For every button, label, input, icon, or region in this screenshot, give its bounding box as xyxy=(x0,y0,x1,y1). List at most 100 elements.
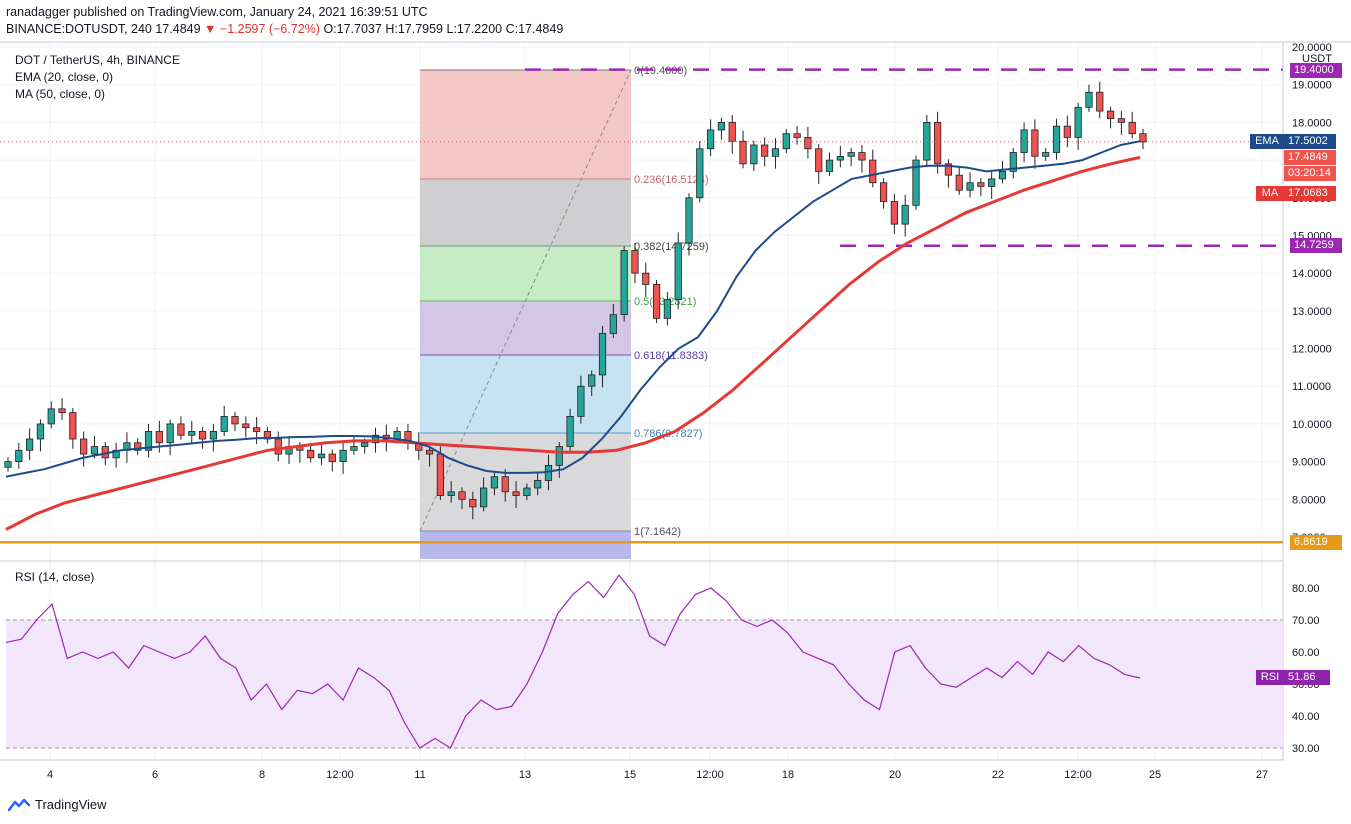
candle-body xyxy=(328,453,336,463)
candle-body xyxy=(1106,110,1115,120)
ma-legend[interactable]: MA (50, close, 0) xyxy=(15,87,106,101)
tradingview-icon xyxy=(8,798,30,811)
candle-body xyxy=(544,464,553,481)
time-tick-label: 18 xyxy=(782,769,794,781)
time-tick-label: 22 xyxy=(992,769,1004,781)
candle-body xyxy=(47,408,55,425)
candle-body xyxy=(685,197,693,244)
candle-body xyxy=(1128,121,1136,135)
candle-body xyxy=(955,174,963,191)
candle-body xyxy=(847,152,855,157)
candle-body xyxy=(339,449,347,463)
candle-body xyxy=(80,438,88,455)
candle-body xyxy=(425,449,434,455)
candle-body xyxy=(1074,106,1082,138)
candle-body xyxy=(696,148,704,199)
candle-body xyxy=(631,250,639,274)
candle-body xyxy=(620,250,628,316)
fib-label-1: 1(7.1642) xyxy=(634,526,681,538)
candle-body xyxy=(934,121,942,165)
candle-body xyxy=(36,423,45,440)
candle-body xyxy=(588,374,596,387)
time-tick-label: 4 xyxy=(47,769,53,781)
countdown-tag: 03:20:14 xyxy=(1284,166,1336,181)
candle-body xyxy=(728,121,736,142)
rsi-tick-label: 30.00 xyxy=(1292,743,1320,755)
candle-body xyxy=(966,182,974,191)
fib-zone-0382-05 xyxy=(420,246,631,301)
price-tick-label: 18.0000 xyxy=(1292,117,1332,129)
candle-body xyxy=(577,385,585,417)
close-value: C:17.4849 xyxy=(505,22,564,36)
candle-body xyxy=(4,461,12,468)
candle-body xyxy=(1096,91,1104,112)
candle-body xyxy=(750,144,758,165)
brand-name: TradingView xyxy=(35,797,107,812)
candle-body xyxy=(480,487,488,508)
time-axis: 4 6 8 12:00 11 13 15 12:00 18 20 22 12:00 25 27 xyxy=(47,769,1268,781)
candle-body xyxy=(901,204,909,225)
candle-body xyxy=(652,284,661,319)
time-tick-label: 12:00 xyxy=(696,769,724,781)
ema-tag-value: 17.5002 xyxy=(1284,134,1336,149)
candle-body xyxy=(469,498,477,508)
candle-body xyxy=(490,476,499,489)
rsi-legend[interactable]: RSI (14, close) xyxy=(15,570,95,584)
candle-body xyxy=(1117,118,1125,123)
fib-label-0382: 0.382(14.7259) xyxy=(634,241,709,253)
candle-body xyxy=(642,272,650,285)
symbol: BINANCE:DOTUSDT, 240 xyxy=(6,22,152,36)
candle-body xyxy=(944,163,953,176)
candle-body xyxy=(458,491,466,500)
candle-body xyxy=(523,487,531,496)
candle-body xyxy=(188,431,196,436)
price-tick-label: 12.0000 xyxy=(1292,344,1332,356)
fib-label-0: 0(19.4000) xyxy=(634,65,687,77)
candle-body xyxy=(1031,129,1039,157)
candle-body xyxy=(912,159,920,206)
price-axis: 20.000019.000018.000017.000016.000015.00… xyxy=(1292,42,1332,544)
candle-body xyxy=(1052,125,1061,153)
time-tick-label: 12:00 xyxy=(326,769,354,781)
tradingview-logo[interactable]: TradingView xyxy=(8,797,107,812)
candle-body xyxy=(361,442,369,447)
price-tick-label: 20.0000 xyxy=(1292,42,1332,54)
candle-body xyxy=(869,159,877,184)
ema20-line xyxy=(5,140,1141,478)
candle-body xyxy=(771,148,780,157)
time-tick-label: 25 xyxy=(1149,769,1161,781)
candle-body xyxy=(1085,91,1093,108)
candle-body xyxy=(177,423,185,436)
candle-body xyxy=(15,449,23,463)
candle-body xyxy=(436,453,444,496)
time-tick-label: 12:00 xyxy=(1064,769,1092,781)
time-tick-label: 13 xyxy=(519,769,531,781)
resistance-tag: 19.4000 xyxy=(1290,63,1342,78)
candlesticks xyxy=(4,81,1147,520)
candle-body xyxy=(998,170,1007,180)
candle-body xyxy=(112,449,120,459)
ma-tag-label: MA xyxy=(1256,186,1284,201)
time-tick-label: 27 xyxy=(1256,769,1268,781)
candle-body xyxy=(1063,125,1071,138)
candle-body xyxy=(209,431,217,440)
candle-body xyxy=(1042,152,1050,157)
rsi-tag-label: RSI xyxy=(1256,670,1284,685)
candle-body xyxy=(501,476,509,493)
candle-body xyxy=(879,182,888,202)
ema-tag-label: EMA xyxy=(1250,134,1284,149)
price-tick-label: 13.0000 xyxy=(1292,306,1332,318)
price-tick-label: 10.0000 xyxy=(1292,419,1332,431)
candle-body xyxy=(26,438,34,451)
candle-body xyxy=(371,434,380,444)
candle-body xyxy=(447,491,455,496)
candle-body xyxy=(988,178,996,187)
ma50-line xyxy=(5,155,1141,531)
candle-body xyxy=(317,453,326,459)
ema-legend[interactable]: EMA (20, close, 0) xyxy=(15,70,114,84)
fib-zone-05-0618 xyxy=(420,301,631,355)
high-value: H:17.7959 xyxy=(385,22,444,36)
rsi-tick-label: 60.00 xyxy=(1292,647,1320,659)
